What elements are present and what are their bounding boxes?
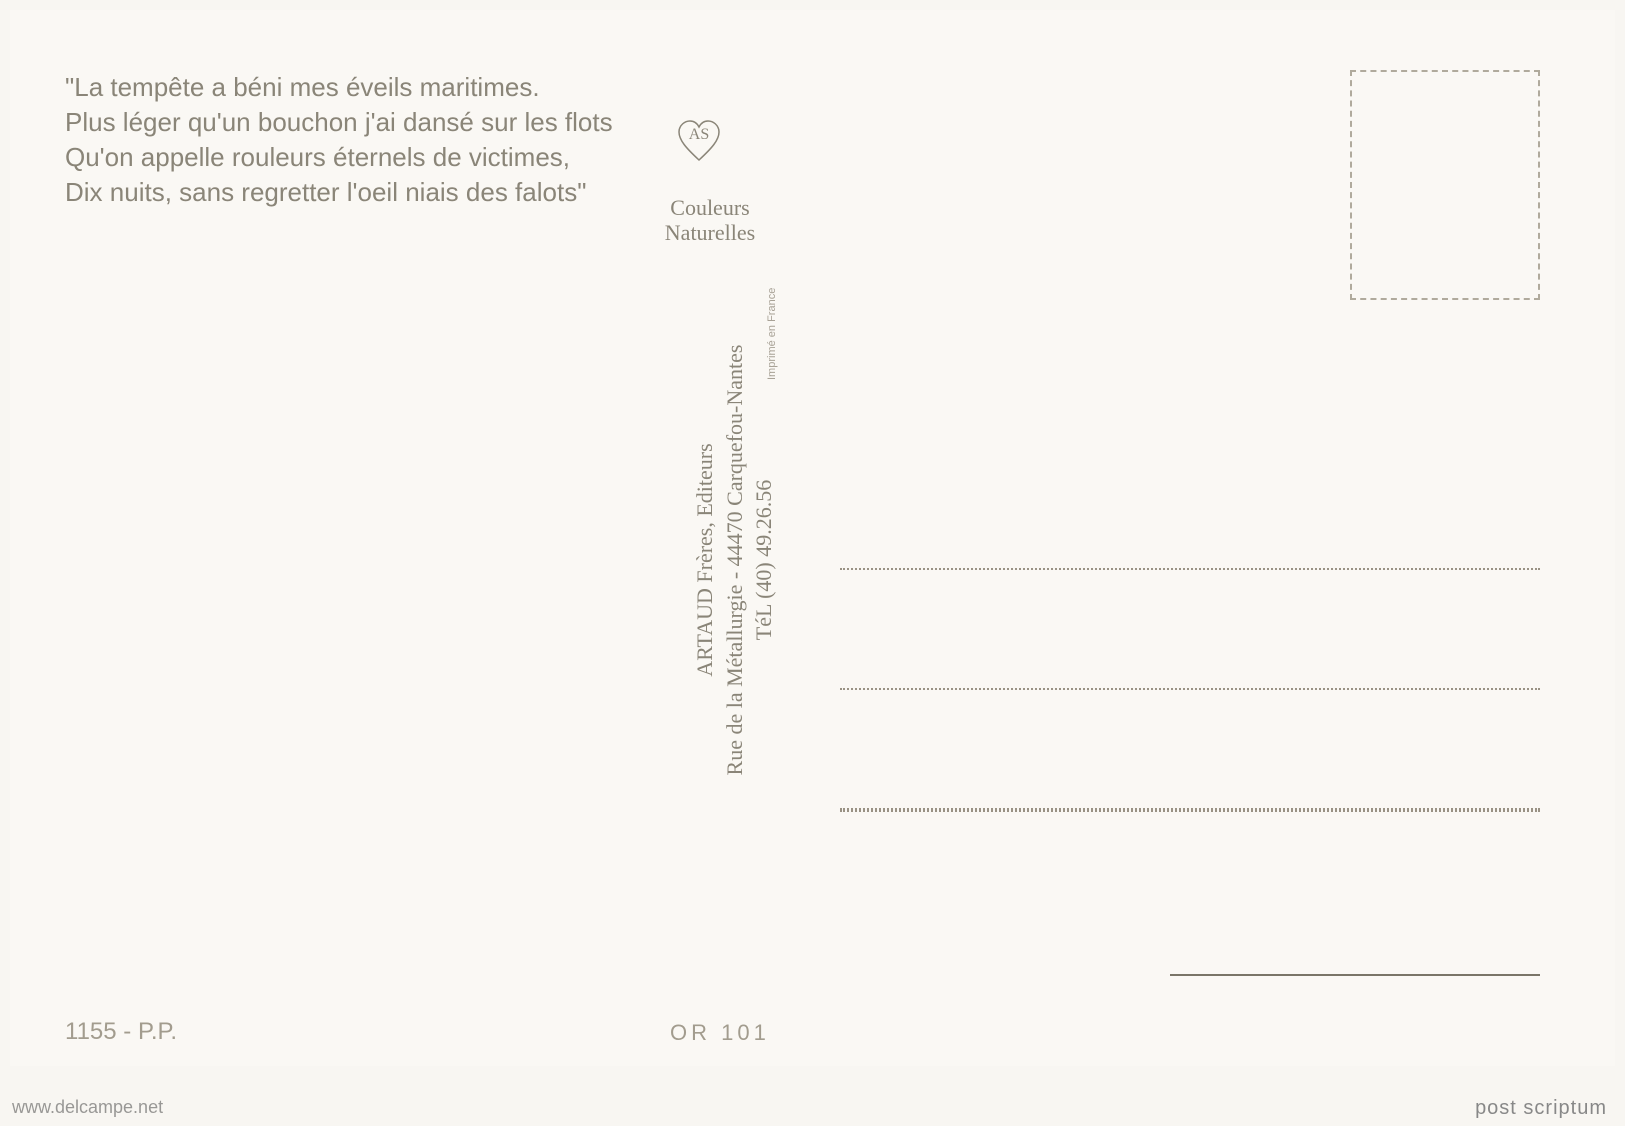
watermark-postscriptum: post scriptum: [1475, 1097, 1607, 1120]
publisher-name: ARTAUD Frères, Editeurs: [690, 280, 720, 840]
reference-center: OR 101: [670, 1020, 770, 1046]
publisher-address: Rue de la Métallurgie - 44470 Carquefou-…: [720, 280, 750, 840]
poem-line-1: "La tempête a béni mes éveils maritimes.: [65, 70, 613, 105]
watermark-delcampe: www.delcampe.net: [12, 1097, 163, 1118]
address-line: [840, 570, 1540, 690]
address-line: [840, 690, 1540, 810]
subtitle-line-1: Couleurs: [640, 195, 780, 220]
subtitle-block: Couleurs Naturelles: [640, 195, 780, 246]
logo-initials: AS: [689, 126, 709, 143]
address-lines-block: [840, 450, 1540, 812]
poem-line-4: Dix nuits, sans regretter l'oeil niais d…: [65, 175, 613, 210]
heart-logo-icon: AS: [674, 118, 724, 168]
postcard-back: "La tempête a béni mes éveils maritimes.…: [10, 10, 1615, 1066]
poem-text: "La tempête a béni mes éveils maritimes.…: [65, 70, 613, 210]
poem-line-3: Qu'on appelle rouleurs éternels de victi…: [65, 140, 613, 175]
poem-line-2: Plus léger qu'un bouchon j'ai dansé sur …: [65, 105, 613, 140]
imprint-text: Imprimé en France: [766, 288, 778, 380]
address-line: [840, 450, 1540, 570]
stamp-placeholder: [1350, 70, 1540, 300]
bottom-rule: [1170, 974, 1540, 976]
subtitle-line-2: Naturelles: [640, 220, 780, 245]
reference-left: 1155 - P.P.: [65, 1018, 177, 1046]
address-line: [840, 810, 1540, 812]
